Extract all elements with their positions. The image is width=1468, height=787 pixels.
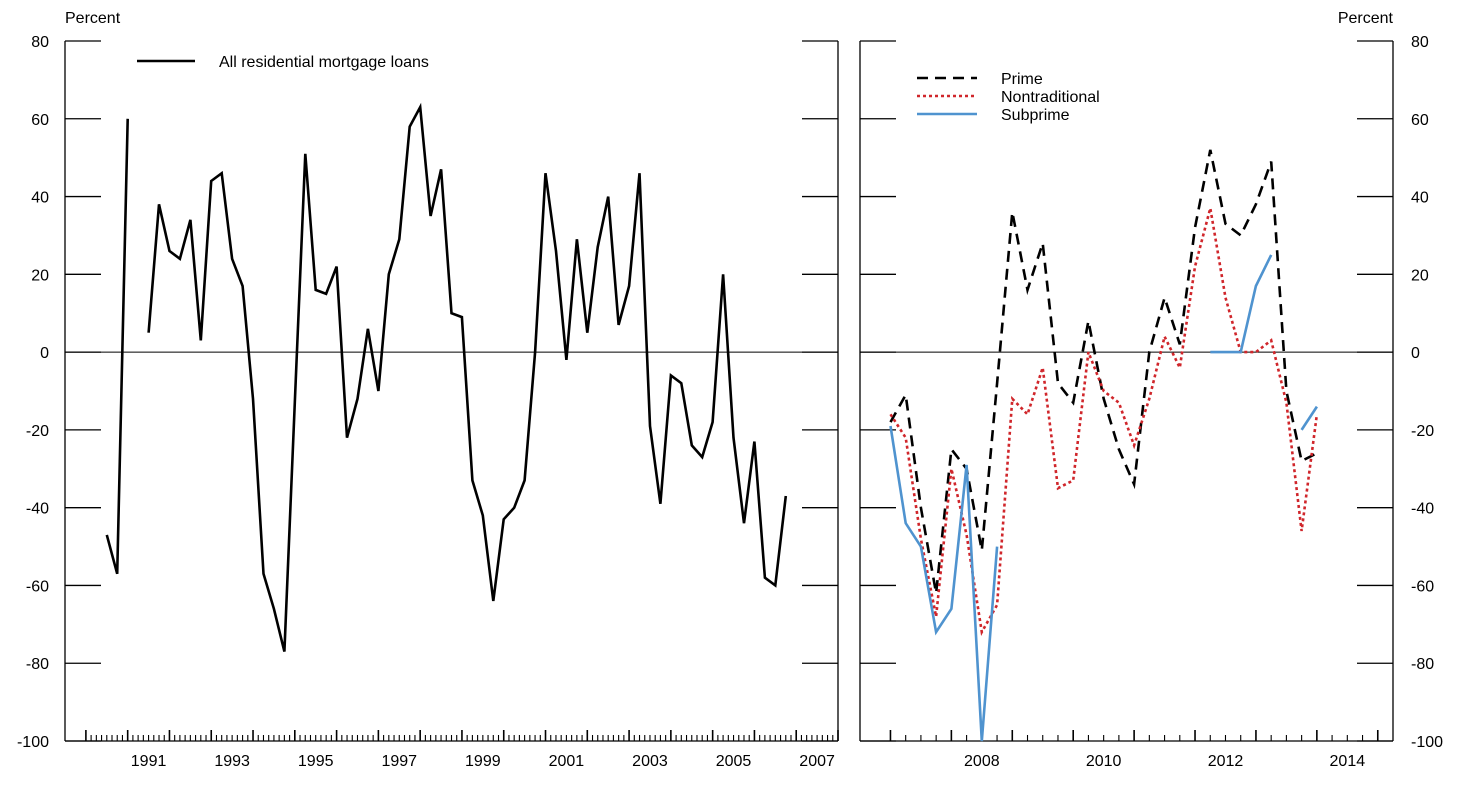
- left-panel: -100 -80 -60 -40 -20 0 20 40 60 80 1991 1993 1995 199…: [17, 34, 839, 770]
- y-tick-label: 0: [1411, 345, 1420, 362]
- y-tick-label: -80: [1411, 656, 1434, 673]
- y-axis-unit-left: Percent: [65, 10, 121, 27]
- series-line-subprime: [1300, 405, 1318, 431]
- series-line-subprime: [889, 425, 999, 742]
- y-tick-label: -100: [1411, 734, 1443, 751]
- legend-label: Prime: [1001, 71, 1043, 88]
- y-tick-label: -20: [26, 423, 49, 440]
- legend-label: Subprime: [1001, 107, 1070, 124]
- series-line-all-residential-mortgage-loans: [105, 118, 129, 575]
- y-tick-label: 40: [1411, 190, 1429, 207]
- y-tick-label: -60: [1411, 578, 1434, 595]
- y-tick-label: 40: [31, 190, 49, 207]
- y-tick-label: 20: [31, 267, 49, 284]
- y-axis-unit-right: Percent: [1338, 10, 1394, 27]
- x-tick-label: 2005: [716, 753, 752, 770]
- y-tick-label: 0: [40, 345, 49, 362]
- series-line-all-residential-mortgage-loans: [147, 102, 788, 652]
- x-tick-label: 1997: [381, 753, 417, 770]
- y-tick-label: -40: [26, 501, 49, 518]
- series-line-subprime: [1210, 254, 1273, 354]
- x-tick-label: 1991: [131, 753, 167, 770]
- legend-label: Nontraditional: [1001, 89, 1100, 106]
- y-tick-label: 60: [31, 112, 49, 129]
- x-tick-label: 2001: [549, 753, 585, 770]
- x-tick-label: 2010: [1086, 753, 1122, 770]
- y-tick-label: -100: [17, 734, 49, 751]
- y-tick-label: -20: [1411, 423, 1434, 440]
- y-tick-label: -80: [26, 656, 49, 673]
- x-tick-label: 2003: [632, 753, 668, 770]
- y-tick-label: -60: [26, 578, 49, 595]
- y-tick-label: 80: [31, 34, 49, 51]
- right-panel: -100 -80 -60 -40 -20 0 20 40 60 80 2008 2010 2012 201…: [859, 34, 1443, 770]
- x-tick-label: 2008: [964, 753, 1000, 770]
- legend-label: All residential mortgage loans: [219, 54, 429, 71]
- x-tick-label: 2012: [1208, 753, 1244, 770]
- y-tick-label: 80: [1411, 34, 1429, 51]
- x-tick-label: 1999: [465, 753, 501, 770]
- y-tick-label: 20: [1411, 267, 1429, 284]
- x-tick-label: 2014: [1330, 753, 1366, 770]
- y-tick-label: 60: [1411, 112, 1429, 129]
- x-tick-label: 2007: [799, 753, 835, 770]
- x-tick-label: 1993: [214, 753, 250, 770]
- x-tick-label: 1995: [298, 753, 334, 770]
- y-tick-label: -40: [1411, 501, 1434, 518]
- series-line-prime: [889, 149, 1318, 594]
